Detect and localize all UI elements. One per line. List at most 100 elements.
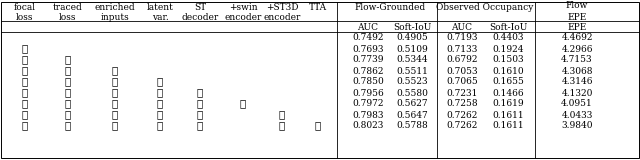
Text: latent: latent [147, 4, 173, 12]
Text: 4.2966: 4.2966 [561, 44, 593, 53]
Text: 0.5109: 0.5109 [396, 44, 428, 53]
Text: 0.7065: 0.7065 [446, 77, 478, 87]
Text: ✓: ✓ [22, 56, 28, 64]
Text: loss: loss [16, 12, 34, 21]
Text: +swin: +swin [228, 4, 257, 12]
Text: 0.7850: 0.7850 [352, 77, 384, 87]
Text: 0.1466: 0.1466 [492, 88, 524, 97]
Text: AUC: AUC [451, 23, 472, 32]
Text: 4.1320: 4.1320 [561, 88, 593, 97]
Text: 4.3146: 4.3146 [561, 77, 593, 87]
Text: 4.4692: 4.4692 [561, 33, 593, 43]
Text: enriched: enriched [95, 4, 135, 12]
Text: 0.7231: 0.7231 [446, 88, 477, 97]
Text: 0.7262: 0.7262 [446, 111, 477, 120]
Text: 0.7983: 0.7983 [352, 111, 384, 120]
Text: 0.7739: 0.7739 [352, 56, 384, 64]
Text: +ST3D: +ST3D [266, 4, 298, 12]
Text: ✓: ✓ [157, 100, 163, 108]
Text: ✓: ✓ [197, 88, 203, 97]
Text: 0.5344: 0.5344 [396, 56, 428, 64]
Text: ✓: ✓ [157, 88, 163, 97]
Text: loss: loss [60, 12, 77, 21]
Text: 4.0433: 4.0433 [561, 111, 593, 120]
Text: traced: traced [53, 4, 83, 12]
Text: ✓: ✓ [65, 111, 71, 120]
Text: 0.5523: 0.5523 [396, 77, 428, 87]
Text: ✓: ✓ [22, 100, 28, 108]
Text: 0.6792: 0.6792 [446, 56, 477, 64]
Text: ✓: ✓ [197, 111, 203, 120]
Text: 0.1619: 0.1619 [492, 100, 524, 108]
Text: 0.7262: 0.7262 [446, 121, 477, 131]
Text: 0.7492: 0.7492 [352, 33, 384, 43]
Text: 0.7956: 0.7956 [352, 88, 384, 97]
Text: 0.4403: 0.4403 [492, 33, 524, 43]
Text: 0.7972: 0.7972 [352, 100, 384, 108]
Text: 0.1924: 0.1924 [492, 44, 524, 53]
Text: Observed Occupancy: Observed Occupancy [436, 3, 534, 12]
Text: ✓: ✓ [65, 56, 71, 64]
Text: ✓: ✓ [112, 111, 118, 120]
Text: ✓: ✓ [240, 100, 246, 108]
Text: 0.1655: 0.1655 [492, 77, 524, 87]
Text: ✓: ✓ [22, 77, 28, 87]
Text: ✓: ✓ [157, 111, 163, 120]
Text: TTA: TTA [309, 4, 327, 12]
Text: 0.5580: 0.5580 [396, 88, 428, 97]
Text: Soft-IoU: Soft-IoU [489, 23, 527, 32]
Text: var.: var. [152, 12, 168, 21]
Text: 0.5627: 0.5627 [396, 100, 428, 108]
Text: 0.1503: 0.1503 [492, 56, 524, 64]
Text: ✓: ✓ [22, 44, 28, 53]
Text: AUC: AUC [358, 23, 378, 32]
Text: ✓: ✓ [65, 77, 71, 87]
Text: ✓: ✓ [22, 88, 28, 97]
Text: ✓: ✓ [65, 88, 71, 97]
Text: encoder: encoder [263, 12, 301, 21]
Text: Soft-IoU: Soft-IoU [393, 23, 431, 32]
Text: 4.0951: 4.0951 [561, 100, 593, 108]
Text: encoder: encoder [224, 12, 262, 21]
Text: ✓: ✓ [197, 100, 203, 108]
Text: 4.3068: 4.3068 [561, 67, 593, 76]
Text: ✓: ✓ [279, 111, 285, 120]
Text: ✓: ✓ [157, 77, 163, 87]
Text: 0.7193: 0.7193 [446, 33, 477, 43]
Text: ✓: ✓ [112, 67, 118, 76]
Text: Flow: Flow [566, 1, 588, 11]
Text: 0.1610: 0.1610 [492, 67, 524, 76]
Text: 4.7153: 4.7153 [561, 56, 593, 64]
Text: ✓: ✓ [22, 67, 28, 76]
Text: 0.1611: 0.1611 [492, 111, 524, 120]
Text: ✓: ✓ [197, 121, 203, 131]
Text: 0.5788: 0.5788 [396, 121, 428, 131]
Text: EPE: EPE [567, 23, 587, 32]
Text: 0.4905: 0.4905 [396, 33, 428, 43]
Text: 0.7862: 0.7862 [352, 67, 384, 76]
Text: 0.5511: 0.5511 [396, 67, 428, 76]
Text: 0.8023: 0.8023 [352, 121, 384, 131]
Text: ST: ST [194, 4, 206, 12]
Text: ✓: ✓ [65, 67, 71, 76]
Text: ✓: ✓ [157, 121, 163, 131]
Text: ✓: ✓ [22, 111, 28, 120]
Text: decoder: decoder [181, 12, 219, 21]
Text: 0.7693: 0.7693 [352, 44, 384, 53]
Text: ✓: ✓ [65, 100, 71, 108]
Text: inputs: inputs [100, 12, 129, 21]
Text: 0.7133: 0.7133 [446, 44, 477, 53]
Text: 0.7258: 0.7258 [446, 100, 478, 108]
Text: ✓: ✓ [315, 121, 321, 131]
Text: ✓: ✓ [279, 121, 285, 131]
Text: ✓: ✓ [112, 88, 118, 97]
Text: EPE: EPE [567, 12, 587, 21]
Text: 0.1611: 0.1611 [492, 121, 524, 131]
Text: focal: focal [14, 4, 36, 12]
Text: ✓: ✓ [65, 121, 71, 131]
Text: ✓: ✓ [112, 121, 118, 131]
Text: 0.7053: 0.7053 [446, 67, 478, 76]
Text: ✓: ✓ [22, 121, 28, 131]
Text: Flow-Grounded: Flow-Grounded [355, 3, 426, 12]
Text: 0.5647: 0.5647 [396, 111, 428, 120]
